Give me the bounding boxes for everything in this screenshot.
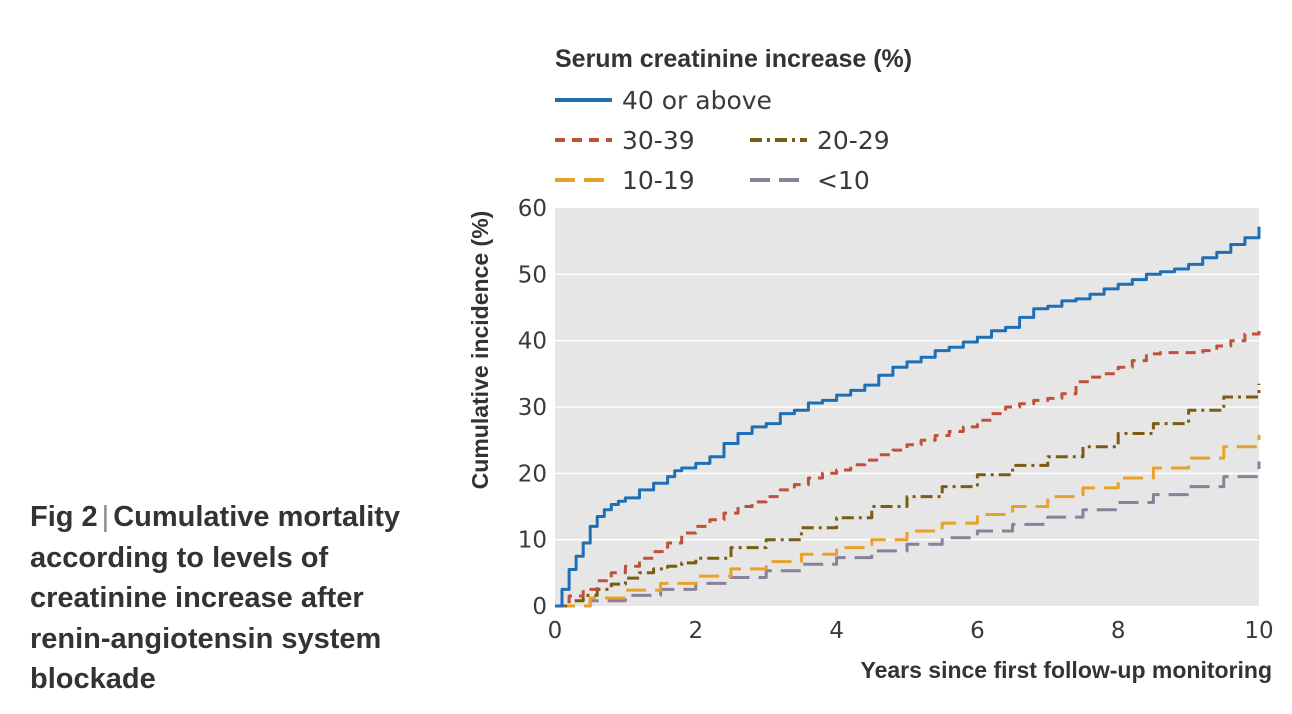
series-line [555,461,1261,608]
legend: 40 or above 30-39 20-29 10-19 <10 [555,86,890,195]
figure-label: Fig 2 [30,501,98,533]
series-group [555,226,1261,608]
x-axis-label: Years since first follow-up monitoring [861,657,1273,683]
x-tick-label: 4 [829,618,844,644]
legend-label: 40 or above [622,86,772,115]
x-tick-label: 0 [548,618,563,644]
y-tick-label: 50 [518,262,547,288]
series-line [555,434,1261,608]
y-tick-label: 30 [518,395,547,421]
caption-text: Cumulative mortality according to levels… [30,501,401,695]
y-tick-label: 40 [518,329,547,355]
y-tick-label: 60 [518,196,547,222]
caption-separator: | [101,501,110,533]
legend-label: 10-19 [622,166,695,195]
gridlines [555,273,1259,541]
series-line [555,383,1261,608]
x-tick-label: 10 [1244,618,1273,644]
series-line [555,327,1261,608]
legend-title: Serum creatinine increase (%) [555,45,912,73]
x-tick-label: 6 [970,618,985,644]
y-axis-label: Cumulative incidence (%) [467,211,493,490]
y-tick-label: 20 [518,461,547,487]
y-tick-label: 0 [532,594,547,620]
y-tick-labels: 0 10 20 30 40 50 60 [518,196,547,620]
figure-caption: Fig 2 | Cumulative mortality according to … [30,497,450,700]
series-line [555,226,1261,608]
x-tick-label: 2 [688,618,703,644]
legend-label: 30-39 [622,126,695,155]
x-tick-labels: 0 2 4 6 8 10 [548,618,1274,644]
legend-label: 20-29 [817,126,890,155]
y-tick-label: 10 [518,528,547,554]
x-tick-label: 8 [1111,618,1126,644]
legend-label: <10 [817,166,870,195]
